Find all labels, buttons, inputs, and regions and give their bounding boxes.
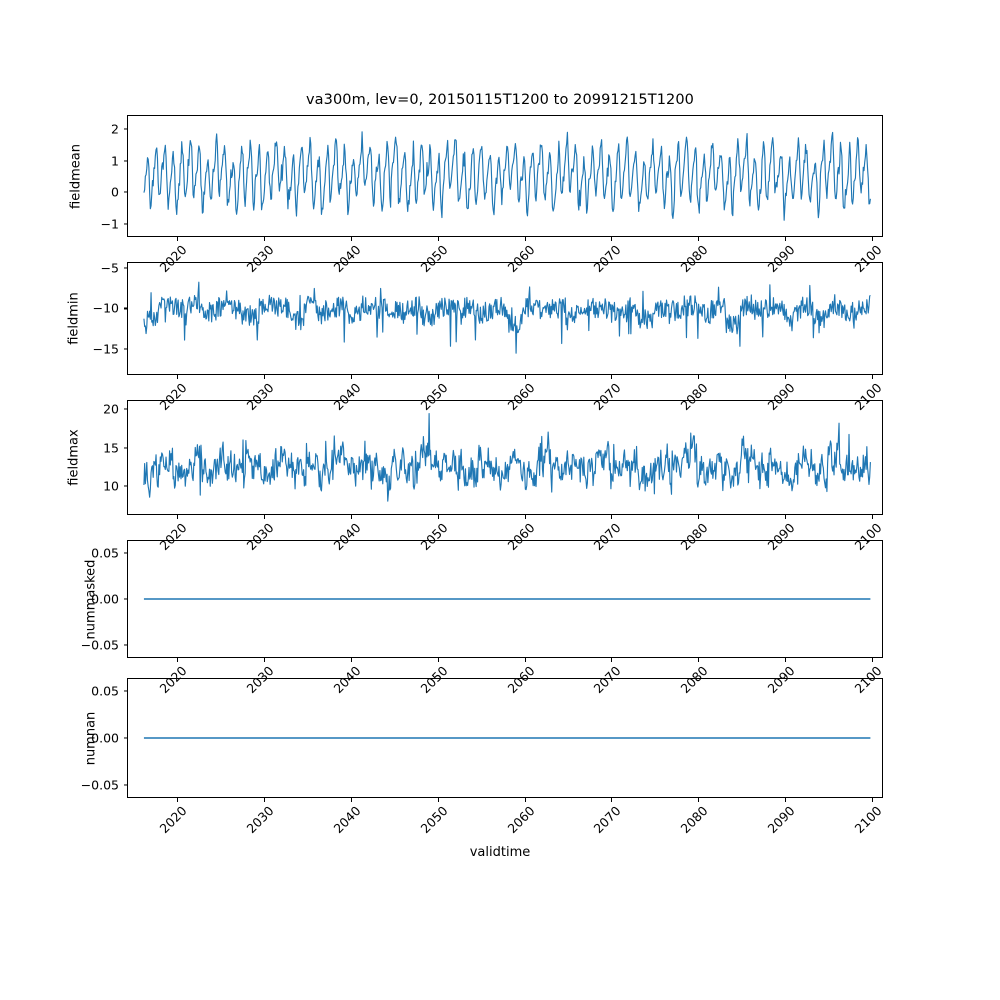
xaxis-label: validtime [469,845,531,860]
xtick-mark [611,237,613,241]
subplot-fieldmax [127,400,883,515]
xtick-mark [698,798,700,802]
ytick-mark [123,447,127,449]
ytick-mark [123,191,127,193]
xtick-mark [871,658,873,662]
ytick-label-fieldmax: 15 [103,440,119,456]
plot-line-fieldmean [128,116,882,236]
ytick-mark [123,485,127,487]
xtick-mark [611,515,613,519]
ytick-mark [123,552,127,554]
ytick-mark [123,307,127,309]
ytick-mark [123,737,127,739]
ytick-label-fieldmax: 10 [103,478,119,494]
xtick-mark [264,658,266,662]
plot-line-fieldmax [128,401,882,514]
xtick-mark [437,658,439,662]
xtick-mark [177,515,179,519]
subplot-fieldmin [127,262,883,375]
subplot-fieldmean [127,115,883,237]
ytick-label-fieldmean: −1 [100,216,119,232]
xtick-mark [784,798,786,802]
xtick-mark [524,658,526,662]
xtick-mark [611,658,613,662]
xtick-mark [871,798,873,802]
ytick-mark [123,408,127,410]
xtick-mark [784,237,786,241]
xtick-mark [350,658,352,662]
ytick-label-nummasked: −0.05 [80,637,119,653]
ytick-label-fieldmean: 0 [111,184,119,200]
ytick-mark [123,644,127,646]
subplot-nummasked [127,540,883,658]
ytick-label-fieldmin: −15 [92,341,119,357]
xtick-mark [350,237,352,241]
xtick-mark [698,515,700,519]
xtick-mark [177,798,179,802]
ytick-label-fieldmin: −5 [100,260,119,276]
ytick-mark [123,267,127,269]
ytick-label-numnan: 0.05 [91,683,119,699]
xtick-mark [350,375,352,379]
ytick-mark [123,690,127,692]
xtick-mark [871,237,873,241]
ytick-label-nummasked: 0.00 [91,591,119,607]
xtick-mark [264,237,266,241]
ytick-mark [123,128,127,130]
xtick-mark [784,375,786,379]
ytick-mark [123,598,127,600]
ytick-label-numnan: 0.00 [91,730,119,746]
xtick-mark [177,375,179,379]
ytick-mark [123,160,127,162]
xtick-mark [350,798,352,802]
xtick-mark [437,237,439,241]
subplot-numnan [127,678,883,798]
xtick-mark [784,658,786,662]
xtick-mark [698,658,700,662]
xtick-mark [177,658,179,662]
ytick-label-numnan: −0.05 [80,777,119,793]
figure-title: va300m, lev=0, 20150115T1200 to 20991215… [305,92,694,108]
xtick-mark [871,515,873,519]
xtick-mark [698,237,700,241]
xtick-mark [437,375,439,379]
xtick-mark [350,515,352,519]
xtick-mark [611,375,613,379]
xtick-mark [611,798,613,802]
plot-line-fieldmin [128,263,882,374]
xtick-mark [264,375,266,379]
ytick-label-fieldmin: −10 [92,300,119,316]
xtick-mark [784,515,786,519]
ytick-label-nummasked: 0.05 [91,545,119,561]
xtick-mark [524,798,526,802]
xtick-mark [524,375,526,379]
plot-line-numnan [128,679,882,797]
ytick-label-fieldmean: 1 [111,153,119,169]
xtick-mark [264,798,266,802]
xtick-mark [437,798,439,802]
xtick-mark [524,237,526,241]
xtick-mark [871,375,873,379]
ytick-mark [123,348,127,350]
ytick-mark [123,784,127,786]
xtick-mark [264,515,266,519]
ytick-mark [123,223,127,225]
xtick-mark [524,515,526,519]
xtick-mark [177,237,179,241]
xtick-mark [698,375,700,379]
plot-line-nummasked [128,541,882,657]
ylabel-fieldmean: fieldmean [68,144,84,209]
xtick-mark [437,515,439,519]
ytick-label-fieldmean: 2 [111,121,119,137]
ytick-label-fieldmax: 20 [103,401,119,417]
